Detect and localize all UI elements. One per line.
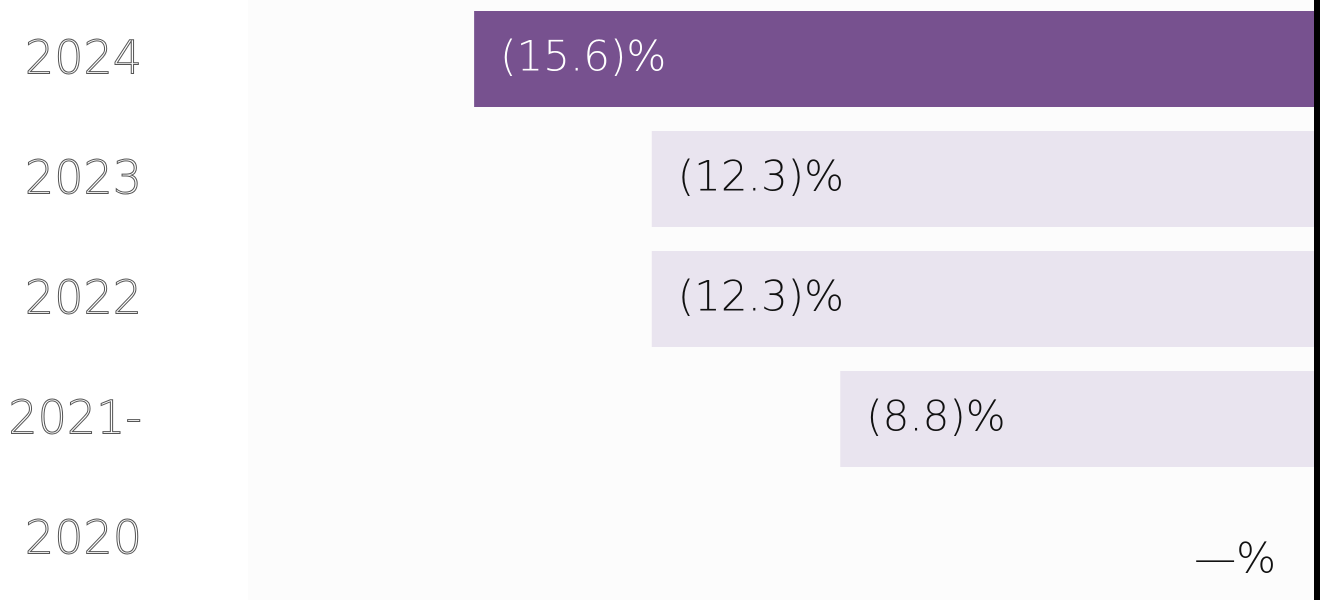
value-label: (8.8)% [866, 392, 1005, 441]
bar [474, 11, 1314, 107]
y-tick-label: 2021- [8, 391, 142, 445]
bar [840, 371, 1314, 467]
y-tick-label: 2022 [25, 271, 142, 325]
y-tick-label: 2023 [25, 151, 142, 205]
y-tick-label: 2020 [25, 511, 142, 565]
value-label: (15.6)% [500, 32, 666, 81]
value-label: —% [1194, 534, 1276, 583]
value-label: (12.3)% [678, 152, 844, 201]
y-tick-label: 2024 [25, 31, 142, 85]
bar [651, 131, 1314, 227]
value-label: (12.3)% [678, 272, 844, 321]
zero-line [1314, 0, 1320, 600]
bar [651, 251, 1314, 347]
